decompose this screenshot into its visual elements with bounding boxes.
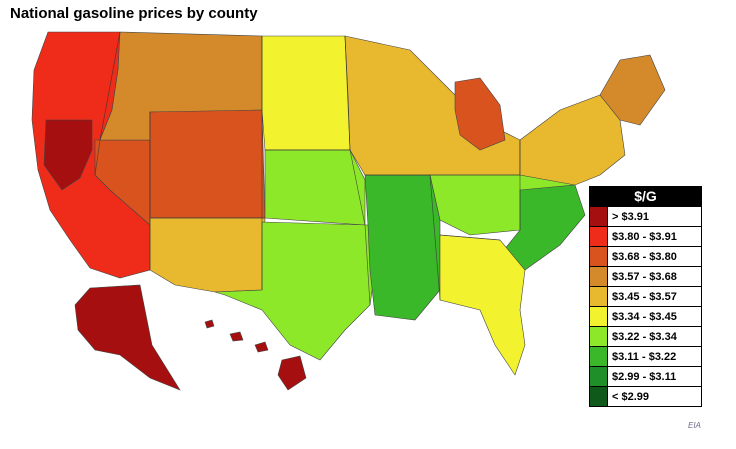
map-title: National gasoline prices by county	[10, 5, 258, 22]
legend-swatch	[590, 387, 608, 406]
legend-item: $3.34 - $3.45	[590, 306, 701, 326]
source-label: EIA	[688, 421, 701, 430]
legend-item: $3.11 - $3.22	[590, 346, 701, 366]
region-arizona-new-mexico	[149, 217, 266, 293]
legend-label: $3.80 - $3.91	[612, 230, 677, 243]
legend-label: $3.57 - $3.68	[612, 270, 677, 283]
legend-label: $3.11 - $3.22	[612, 350, 677, 363]
legend-swatch	[590, 347, 608, 366]
legend-item: $2.99 - $3.11	[590, 366, 701, 386]
legend-swatch	[590, 207, 608, 226]
region-northern-plains	[261, 35, 351, 151]
legend-label: $3.45 - $3.57	[612, 290, 677, 303]
region-lower-mississippi	[364, 174, 441, 321]
legend-item: $3.22 - $3.34	[590, 326, 701, 346]
legend-swatch	[590, 227, 608, 246]
state-borders	[94, 31, 521, 306]
legend-label: $3.34 - $3.45	[612, 310, 677, 323]
region-northeast	[519, 94, 626, 186]
legend-title: $/G	[590, 187, 701, 206]
region-hawaii	[204, 319, 307, 391]
legend-label: $3.68 - $3.80	[612, 250, 677, 263]
legend-label: > $3.91	[612, 210, 650, 223]
legend-item: $3.57 - $3.68	[590, 266, 701, 286]
legend-item: < $2.99	[590, 386, 701, 406]
legend-item: > $3.91	[590, 206, 701, 226]
legend-item: $3.68 - $3.80	[590, 246, 701, 266]
region-northern-california	[43, 119, 93, 191]
region-central-plains	[264, 149, 366, 226]
legend-label: $2.99 - $3.11	[612, 370, 677, 383]
legend-label: $3.22 - $3.34	[612, 330, 677, 343]
legend-swatch	[590, 367, 608, 386]
legend-swatch	[590, 267, 608, 286]
legend-label: < $2.99	[612, 390, 650, 403]
legend-swatch	[590, 247, 608, 266]
legend-item: $3.45 - $3.57	[590, 286, 701, 306]
region-alaska	[74, 284, 181, 391]
region-michigan	[454, 77, 506, 151]
legend: $/G > $3.91 $3.80 - $3.91 $3.68 - $3.80 $3.…	[589, 186, 702, 407]
legend-swatch	[590, 287, 608, 306]
legend-swatch	[590, 307, 608, 326]
region-virginia-carolina	[499, 184, 586, 271]
region-georgia-florida	[439, 234, 526, 376]
region-new-england-north	[599, 54, 666, 126]
legend-item: $3.80 - $3.91	[590, 226, 701, 246]
legend-swatch	[590, 327, 608, 346]
region-mountain-west	[149, 109, 266, 219]
